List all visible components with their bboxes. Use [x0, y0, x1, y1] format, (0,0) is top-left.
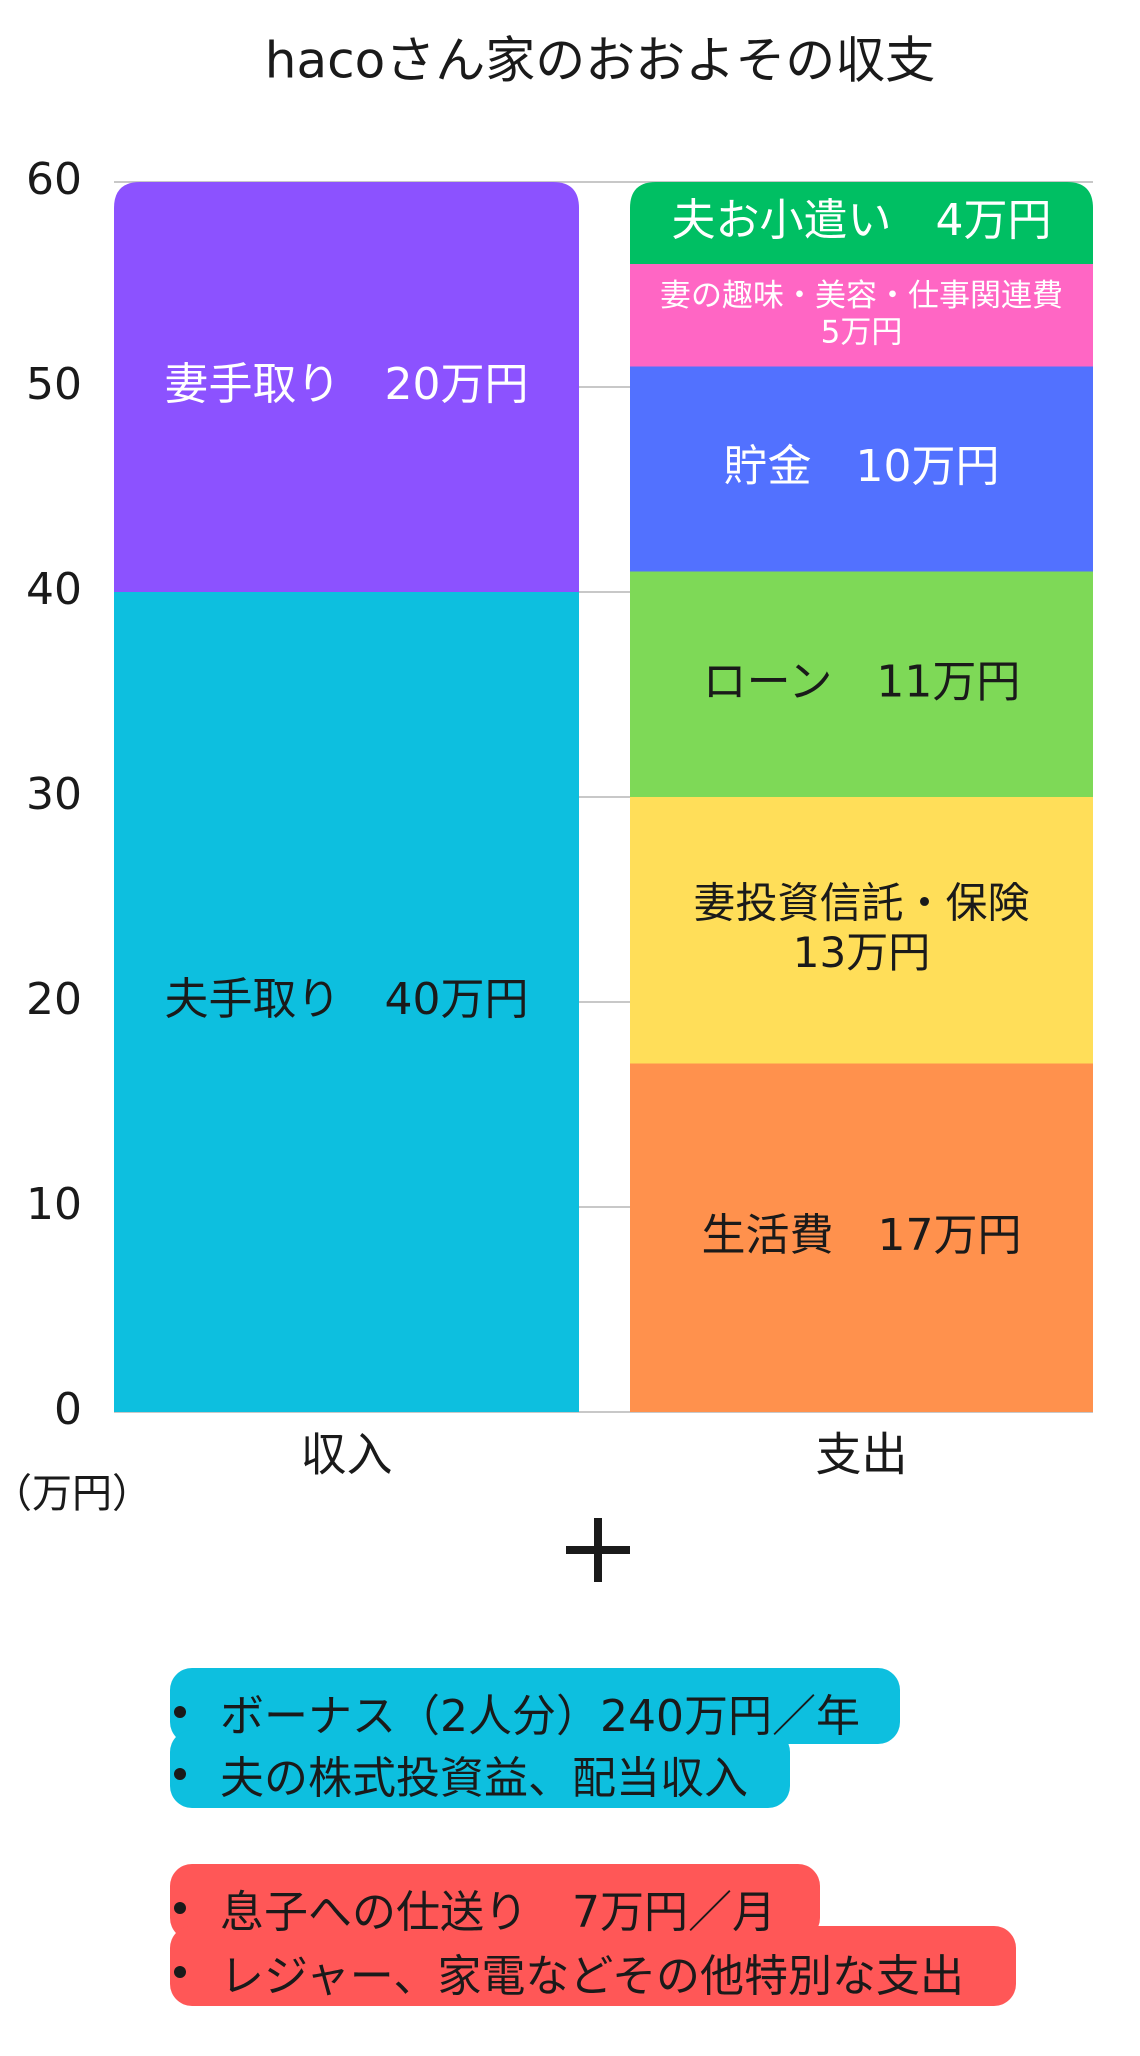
y-tick-label: 0	[54, 1384, 82, 1435]
y-tick-label: 50	[26, 359, 82, 410]
bullet-icon	[174, 1966, 186, 1978]
bar-segment	[630, 182, 1093, 264]
segment-label: 夫お小遣い 4万円	[672, 195, 1052, 246]
segment-label: ローン 11万円	[703, 656, 1021, 707]
expense-note-item: レジャー、家電などその他特別な支出	[220, 1951, 965, 2002]
bullet-icon	[174, 1706, 186, 1718]
segment-label: 夫手取り 40万円	[165, 974, 529, 1025]
bullet-icon	[174, 1768, 186, 1780]
income-note-item: 夫の株式投資益、配当収入	[220, 1753, 748, 1804]
bar-segment	[630, 1063, 1093, 1412]
segment-label: 生活費 17万円	[702, 1210, 1022, 1261]
bar-segment	[630, 571, 1093, 797]
bar-segment	[114, 182, 579, 592]
segment-label: 貯金 10万円	[724, 441, 1000, 492]
income-note-box-bottom	[170, 1730, 790, 1808]
plus-icon	[566, 1518, 630, 1582]
income-note-item: ボーナス（2人分）240万円／年	[220, 1691, 860, 1742]
bar-segment	[630, 264, 1093, 367]
stacked-bar-chart: hacoさん家のおおよその収支 0 10 20 30 40 50 60 （万円） 夫手取り 40万…	[0, 32, 1093, 1517]
expense-note-box-bottom	[170, 1926, 1016, 2006]
segment-label: 妻の趣味・美容・仕事関連費 5万円	[660, 277, 1063, 350]
y-tick-label: 10	[26, 1179, 82, 1230]
y-tick-label: 20	[26, 974, 82, 1025]
bar-segment	[630, 797, 1093, 1064]
bullet-icon	[174, 1902, 186, 1914]
segment-label: 妻手取り 20万円	[165, 359, 529, 410]
x-category-label: 支出	[816, 1428, 908, 1482]
y-tick-label: 60	[26, 154, 82, 205]
unit-label: （万円）	[0, 1471, 152, 1517]
segment-label: 妻投資信託・保険 13万円	[693, 878, 1029, 977]
bar-segment	[114, 592, 579, 1412]
bar-segment	[630, 366, 1093, 572]
chart-title: hacoさん家のおおよその収支	[265, 32, 935, 90]
y-tick-label: 40	[26, 564, 82, 615]
expense-note-item: 息子への仕送り 7万円／月	[220, 1887, 776, 1938]
y-tick-label: 30	[26, 769, 82, 820]
x-category-label: 収入	[301, 1428, 393, 1482]
